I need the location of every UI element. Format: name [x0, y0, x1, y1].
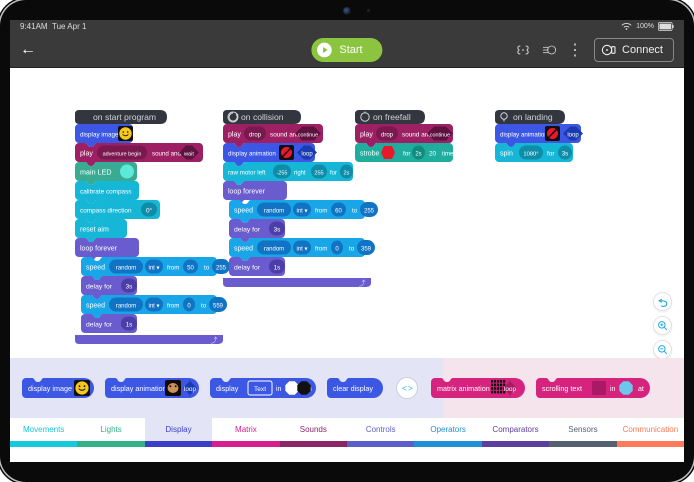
svg-text:to: to — [201, 303, 207, 310]
svg-text:255: 255 — [314, 171, 323, 177]
svg-text:display animation: display animation — [111, 384, 167, 393]
svg-text:speed: speed — [234, 208, 253, 215]
svg-text:359: 359 — [361, 247, 372, 253]
svg-text:int ▾: int ▾ — [296, 247, 307, 253]
svg-text:drop: drop — [381, 133, 394, 139]
svg-text:compass direction: compass direction — [80, 208, 132, 215]
svg-text:from: from — [167, 265, 179, 272]
svg-text:for: for — [547, 151, 555, 158]
svg-text:random: random — [116, 266, 136, 272]
svg-text:sound and: sound and — [152, 151, 181, 158]
svg-text:60: 60 — [335, 209, 342, 215]
svg-text:continue: continue — [430, 133, 450, 139]
svg-text:loop: loop — [567, 133, 579, 139]
svg-text:right: right — [294, 171, 306, 177]
svg-text:1080°: 1080° — [523, 152, 538, 158]
svg-text:delay for: delay for — [86, 322, 113, 329]
svg-text:delay for: delay for — [234, 227, 261, 234]
svg-text:to: to — [352, 208, 358, 215]
svg-text:for: for — [330, 171, 337, 177]
svg-text:559: 559 — [213, 304, 224, 310]
svg-text:int ▾: int ▾ — [148, 304, 159, 310]
svg-text:int ▾: int ▾ — [296, 209, 307, 215]
svg-text:from: from — [315, 208, 327, 215]
svg-text:to: to — [349, 246, 355, 253]
svg-text:3s: 3s — [274, 227, 281, 234]
svg-text:adventure begin: adventure begin — [103, 152, 142, 158]
svg-text:sound and: sound and — [270, 132, 300, 139]
svg-text:3s: 3s — [126, 284, 133, 291]
svg-text:at: at — [638, 386, 644, 393]
svg-text:display animation: display animation — [500, 132, 548, 139]
svg-text:display animation: display animation — [228, 151, 276, 158]
svg-text:sound and: sound and — [402, 132, 432, 139]
svg-text:Text: Text — [254, 386, 266, 393]
svg-text:continue: continue — [298, 133, 318, 139]
svg-text:display: display — [216, 384, 239, 393]
svg-text:calibrate compass: calibrate compass — [80, 189, 132, 196]
svg-text:strobe: strobe — [360, 151, 380, 158]
svg-text:to: to — [204, 265, 210, 272]
svg-text:<: < — [402, 384, 407, 393]
svg-text:in: in — [276, 386, 282, 393]
svg-text:raw motor left: raw motor left — [228, 170, 266, 177]
svg-text:clear display: clear display — [333, 384, 373, 393]
svg-text:1s: 1s — [274, 265, 281, 272]
svg-text:play: play — [360, 132, 373, 139]
svg-text:wait: wait — [183, 152, 194, 158]
svg-text:delay for: delay for — [86, 284, 113, 291]
svg-text:display image: display image — [80, 132, 119, 139]
svg-text:loop forever: loop forever — [80, 246, 118, 253]
svg-text:from: from — [167, 303, 179, 310]
svg-text:-255: -255 — [277, 171, 288, 177]
svg-text:⤴: ⤴ — [359, 279, 366, 288]
svg-text:>: > — [408, 384, 413, 393]
svg-text:on landing: on landing — [513, 112, 553, 122]
svg-text:random: random — [264, 209, 284, 215]
svg-text:delay for: delay for — [234, 265, 261, 272]
svg-text:20: 20 — [429, 151, 437, 158]
svg-text:reset aim: reset aim — [80, 227, 109, 234]
svg-text:speed: speed — [234, 246, 253, 253]
svg-text:2s: 2s — [344, 171, 350, 177]
svg-text:play: play — [228, 132, 241, 139]
svg-text:loop: loop — [504, 386, 517, 393]
svg-text:random: random — [116, 304, 136, 310]
svg-text:matrix animation: matrix animation — [437, 384, 490, 393]
svg-text:on start program: on start program — [93, 112, 156, 122]
svg-text:⤴: ⤴ — [211, 336, 218, 345]
svg-text:loop forever: loop forever — [228, 189, 266, 196]
svg-text:scrolling text: scrolling text — [542, 384, 582, 393]
svg-text:int ▾: int ▾ — [148, 266, 159, 272]
svg-text:2s: 2s — [415, 152, 421, 158]
svg-text:0°: 0° — [146, 207, 153, 215]
svg-text:on freefall: on freefall — [373, 112, 411, 122]
svg-text:on collision: on collision — [241, 112, 284, 122]
svg-text:drop: drop — [249, 133, 262, 139]
svg-text:for: for — [403, 151, 411, 158]
svg-text:255: 255 — [216, 266, 227, 272]
svg-text:1s: 1s — [126, 322, 133, 329]
svg-text:random: random — [264, 247, 284, 253]
svg-text:times: times — [442, 152, 456, 158]
svg-text:50: 50 — [187, 266, 194, 272]
svg-text:in: in — [610, 386, 616, 393]
svg-text:loop: loop — [301, 152, 313, 158]
svg-text:3s: 3s — [562, 151, 569, 158]
svg-text:255: 255 — [364, 209, 375, 215]
svg-text:spin: spin — [500, 151, 513, 158]
svg-text:from: from — [315, 246, 327, 253]
svg-text:display image: display image — [28, 384, 72, 393]
svg-text:main LED: main LED — [80, 168, 112, 177]
svg-text:loop: loop — [184, 386, 197, 393]
svg-text:speed: speed — [86, 303, 105, 310]
svg-text:speed: speed — [86, 265, 105, 272]
svg-text:play: play — [80, 151, 93, 158]
